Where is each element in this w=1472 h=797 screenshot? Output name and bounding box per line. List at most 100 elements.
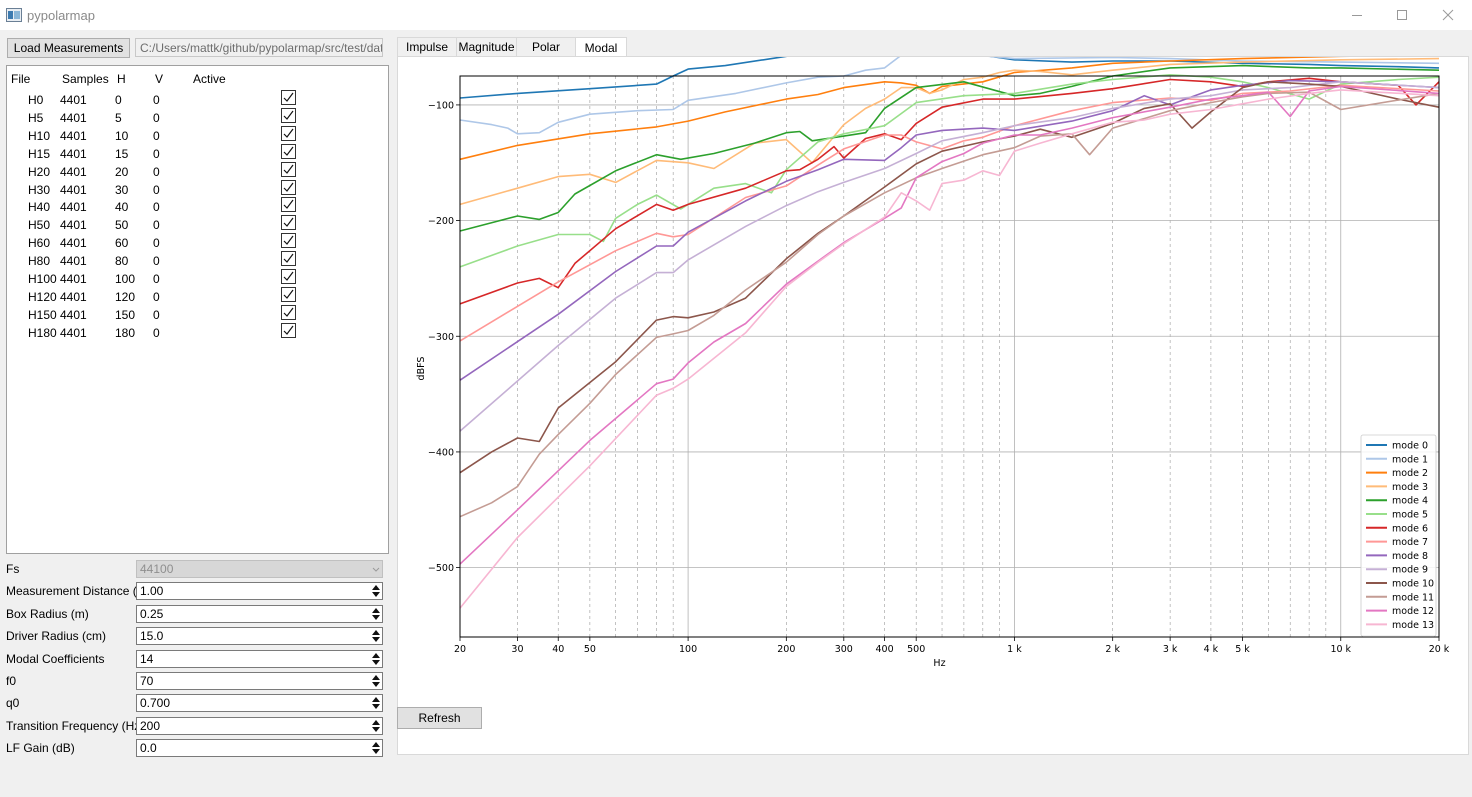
param-spinbox[interactable]: 70 (136, 672, 383, 690)
col-header-h[interactable]: H (117, 72, 126, 86)
col-header-active[interactable]: Active (193, 72, 226, 86)
row-file: H100 (28, 272, 57, 286)
minimize-icon (1352, 15, 1362, 16)
row-samples: 4401 (60, 110, 87, 125)
row-h: 100 (115, 272, 136, 286)
row-h: 40 (115, 200, 129, 215)
active-checkbox[interactable] (281, 286, 296, 302)
col-header-samples[interactable]: Samples (62, 72, 109, 86)
spin-arrows-icon[interactable] (371, 607, 381, 621)
x-tick-label: 1 k (1007, 644, 1022, 655)
legend-entry: mode 13 (1392, 620, 1434, 631)
refresh-button[interactable]: Refresh (397, 707, 482, 729)
form-label: Modal Coefficients (6, 651, 105, 666)
checkmark-icon (283, 235, 294, 246)
modal-chart[interactable]: 20 30 40 50 100 200 300 400 500 1 k 2 k 3 k 4 k 5 k 10… (398, 57, 1468, 754)
spin-arrows-icon[interactable] (371, 584, 381, 598)
checkmark-icon (283, 110, 294, 120)
checkmark-icon (283, 92, 294, 102)
minimize-button[interactable] (1334, 0, 1380, 30)
row-file: H60 (28, 236, 51, 251)
load-measurements-button[interactable]: Load Measurements (7, 38, 130, 58)
spin-arrows-icon[interactable] (371, 741, 381, 755)
active-checkbox[interactable] (281, 143, 296, 159)
x-tick-label: 30 (511, 644, 523, 655)
active-checkbox[interactable] (281, 233, 296, 249)
active-checkbox[interactable] (281, 251, 296, 267)
series-line-mode-11 (459, 91, 1440, 518)
param-spinbox[interactable]: 200 (136, 716, 383, 735)
param-spinbox[interactable]: 1.00 (136, 582, 383, 601)
active-checkbox[interactable] (281, 179, 296, 195)
row-file: H5 (28, 110, 44, 125)
active-checkbox[interactable] (281, 269, 296, 284)
y-tick-label: −100 (428, 100, 454, 111)
row-h: 60 (115, 236, 129, 251)
spin-arrows-icon[interactable] (371, 629, 381, 643)
active-checkbox[interactable] (281, 125, 296, 141)
legend-entry: mode 11 (1392, 592, 1434, 603)
series-line-mode-3 (459, 57, 1440, 206)
row-file: H15 (28, 146, 51, 161)
tab-modal[interactable]: Modal (575, 37, 627, 57)
tab-polar[interactable]: Polar (516, 37, 576, 56)
row-v: 0 (153, 289, 160, 304)
active-checkbox[interactable] (281, 322, 296, 338)
series-line-mode-2 (459, 57, 1350, 161)
y-tick-label: −300 (428, 332, 454, 343)
y-axis-label: dBFS (416, 357, 427, 381)
x-tick-label: 40 (552, 644, 564, 655)
spin-arrows-icon[interactable] (371, 696, 381, 710)
x-tick-label: 5 k (1235, 644, 1250, 655)
y-tick-label: −400 (428, 447, 454, 458)
form-label: q0 (6, 696, 20, 711)
close-button[interactable] (1425, 0, 1471, 30)
maximize-button[interactable] (1379, 0, 1425, 30)
param-spinbox[interactable]: 14 (136, 649, 383, 668)
row-samples: 4401 (60, 272, 87, 286)
spin-arrows-icon[interactable] (371, 719, 381, 733)
col-header-v[interactable]: V (155, 72, 164, 86)
fs-combo[interactable]: 44100 (136, 560, 383, 578)
row-v: 0 (153, 93, 160, 107)
field-value: 15.0 (140, 629, 164, 644)
tab-impulse[interactable]: Impulse (397, 37, 457, 56)
close-icon (1442, 9, 1454, 21)
series-line-mode-4 (459, 64, 1440, 232)
series-line-mode-8 (459, 79, 1440, 381)
active-checkbox[interactable] (281, 197, 296, 213)
y-tick-label: −500 (428, 563, 454, 574)
row-v: 0 (153, 128, 160, 143)
tab-magnitude[interactable]: Magnitude (456, 37, 517, 56)
spin-arrows-icon[interactable] (371, 652, 381, 666)
legend-entry: mode 6 (1392, 523, 1428, 534)
param-spinbox[interactable]: 0.700 (136, 694, 383, 713)
form-label: Driver Radius (cm) (6, 629, 107, 644)
field-value: 70 (140, 674, 154, 688)
active-checkbox[interactable] (281, 161, 296, 177)
maximize-icon (1397, 10, 1407, 20)
row-v: 0 (153, 164, 160, 179)
legend-entry: mode 2 (1392, 468, 1428, 479)
row-v: 0 (153, 182, 160, 197)
param-spinbox[interactable]: 0.0 (136, 739, 383, 758)
col-header-file[interactable]: File (11, 72, 31, 86)
measurement-path-field[interactable]: C:/Users/mattk/github/pypolarmap/src/tes… (135, 38, 383, 57)
active-checkbox[interactable] (281, 304, 296, 320)
active-checkbox[interactable] (281, 90, 296, 105)
series-line-mode-0 (459, 57, 1440, 99)
param-spinbox[interactable]: 15.0 (136, 627, 383, 646)
x-tick-label: 4 k (1204, 644, 1219, 655)
param-spinbox[interactable]: 0.25 (136, 604, 383, 623)
active-checkbox[interactable] (281, 215, 296, 231)
row-h: 5 (115, 110, 122, 125)
form-label: LF Gain (dB) (6, 741, 75, 756)
active-checkbox[interactable] (281, 107, 296, 123)
row-v: 0 (153, 110, 160, 125)
measurements-table: File Samples H V Active H0 4401 0 0 H5 4401 5 0… (6, 65, 389, 554)
spin-arrows-icon[interactable] (371, 674, 381, 688)
x-tick-label: 2 k (1105, 644, 1120, 655)
row-h: 120 (115, 289, 136, 304)
x-tick-label: 500 (907, 644, 925, 655)
legend-entry: mode 7 (1392, 537, 1428, 548)
